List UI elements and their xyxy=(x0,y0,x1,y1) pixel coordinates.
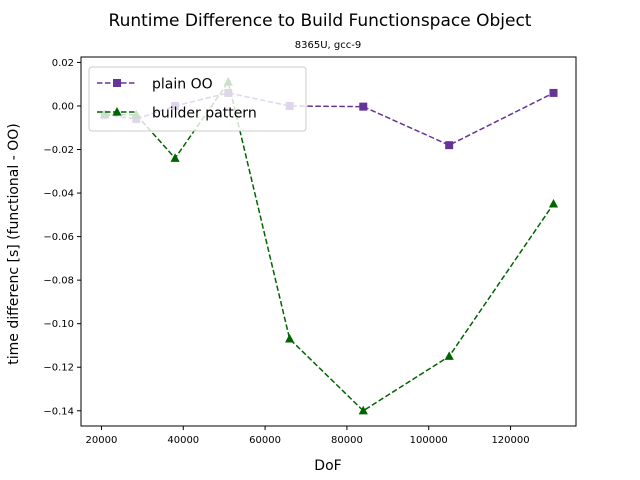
y-tick-label: −0.08 xyxy=(43,276,74,287)
builder-pattern-point xyxy=(444,351,454,360)
chart-subtitle: 8365U, gcc-9 xyxy=(295,40,361,51)
builder-pattern-point xyxy=(358,405,368,415)
x-tick-label: 60000 xyxy=(249,435,281,446)
builder-pattern-point xyxy=(285,333,295,343)
legend-marker-builder-pattern xyxy=(112,107,122,116)
builder-pattern-point xyxy=(548,198,559,208)
y-tick-label: −0.04 xyxy=(43,189,74,200)
y-tick-label: 0.00 xyxy=(52,101,74,112)
y-axis-label: time differenc [s] (functional - OO) xyxy=(6,123,22,364)
y-tick-label: −0.06 xyxy=(43,232,74,243)
x-axis-ticks: 20000 40000 60000 80000 100000 120000 xyxy=(86,426,530,446)
plain-oo-point xyxy=(445,141,454,150)
x-tick-label: 100000 xyxy=(410,435,448,446)
y-tick-label: 0.02 xyxy=(52,58,74,69)
plot-frame xyxy=(80,56,577,427)
x-axis-label: DoF xyxy=(314,458,341,474)
legend-marker-plain-oo xyxy=(113,79,121,87)
chart-title: Runtime Difference to Build Functionspac… xyxy=(109,11,532,31)
y-axis-ticks: 0.02 0.00 −0.02 −0.04 −0.06 −0.08 −0.10 −0.12 −0… xyxy=(43,58,81,417)
y-tick-label: −0.02 xyxy=(43,145,74,156)
legend-entries: plain OO builder pattern xyxy=(97,77,257,122)
builder-pattern-point xyxy=(170,153,180,162)
legend-box xyxy=(88,66,307,132)
x-tick-label: 40000 xyxy=(167,435,199,446)
plain-oo-point xyxy=(359,102,368,111)
x-tick-label: 20000 xyxy=(86,435,118,446)
x-tick-label: 120000 xyxy=(491,435,529,446)
y-tick-label: −0.12 xyxy=(43,363,74,374)
y-tick-label: −0.10 xyxy=(43,319,74,330)
y-tick-label: −0.14 xyxy=(43,406,74,417)
plain-oo-point xyxy=(549,88,558,97)
legend: plain OO builder pattern xyxy=(88,66,307,132)
x-tick-label: 80000 xyxy=(331,435,363,446)
legend-label-builder-pattern: builder pattern xyxy=(152,106,257,122)
legend-label-plain-oo: plain OO xyxy=(152,77,213,93)
